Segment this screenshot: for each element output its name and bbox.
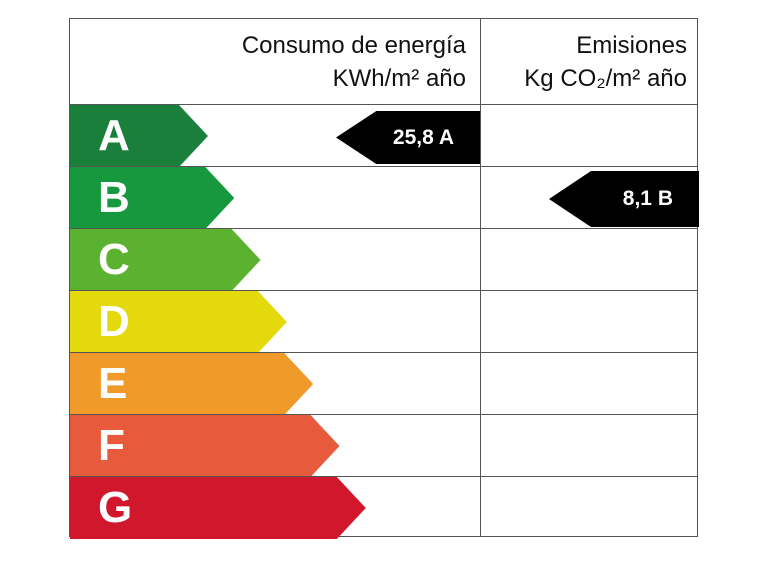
row-divider — [70, 476, 697, 477]
class-arrow-c: C — [70, 229, 261, 291]
energy-title: Consumo de energía — [241, 32, 466, 59]
row-divider — [70, 414, 697, 415]
class-arrow-a: A — [70, 105, 208, 167]
row-divider — [70, 228, 697, 229]
class-arrow-d: D — [70, 291, 287, 353]
row-divider — [70, 352, 697, 353]
class-arrow-b: B — [70, 167, 235, 229]
row-divider — [70, 104, 697, 105]
energy-header: Consumo de energía KWh/m² año — [242, 29, 466, 95]
class-arrow-f: F — [70, 415, 340, 477]
energy-rating-marker: 25,8 A — [336, 111, 480, 164]
emissions-rating-value: 8,1 B — [622, 187, 673, 210]
emissions-title: Emisiones — [576, 32, 687, 59]
emissions-header: Emisiones Kg CO₂/m² año — [524, 29, 687, 95]
emissions-rating-marker: 8,1 B — [549, 171, 699, 227]
energy-unit: KWh/m² año — [332, 65, 466, 92]
column-divider — [480, 19, 481, 536]
row-divider — [70, 166, 697, 167]
emissions-unit: Kg CO₂/m² año — [524, 65, 687, 92]
energy-label-table: Consumo de energía KWh/m² año Emisiones … — [69, 18, 699, 539]
class-arrow-g: G — [70, 477, 366, 539]
class-arrow-e: E — [70, 353, 314, 415]
row-divider — [70, 290, 697, 291]
energy-rating-value: 25,8 A — [392, 125, 454, 149]
